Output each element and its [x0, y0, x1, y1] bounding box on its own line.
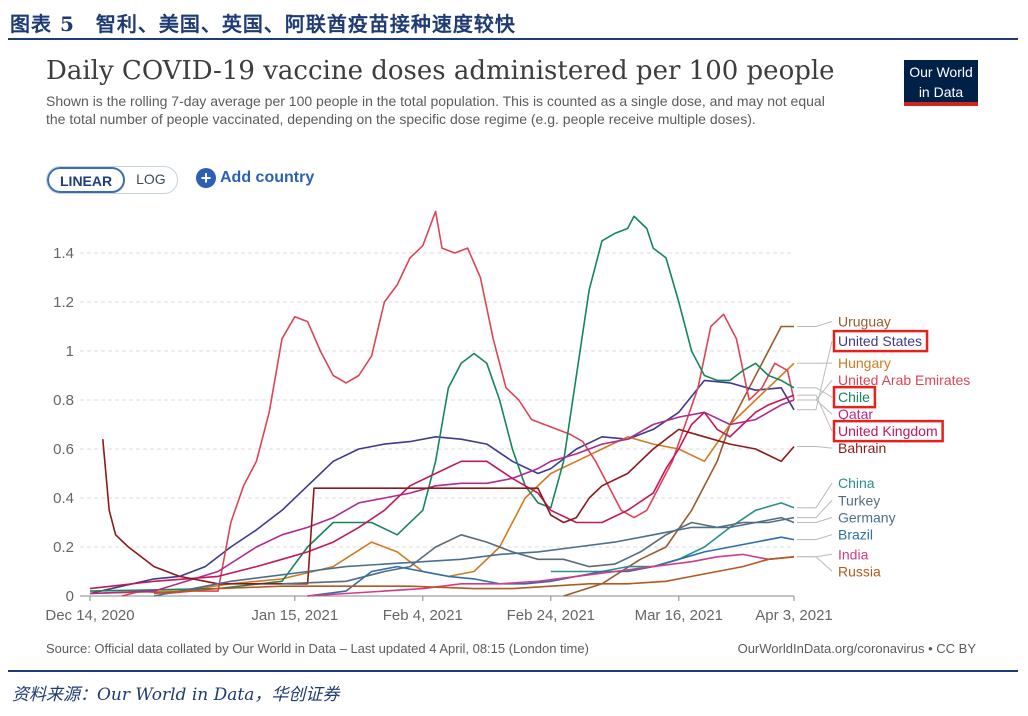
legend-leader — [797, 500, 833, 519]
y-tick-label: 0.8 — [53, 392, 74, 409]
line-chart: 0 0.2 0.4 0.6 0.8 1 1.2 1.4 Dec 14, 2020 Jan 15,… — [45, 210, 970, 624]
owid-chart-panel: Daily COVID-19 vaccine doses administere… — [8, 50, 1018, 670]
legend-label-qatar[interactable]: Qatar — [838, 406, 873, 422]
source-note: Source: Official data collated by Our Wo… — [46, 641, 589, 656]
series-lines — [89, 210, 795, 597]
series-line-hungary[interactable] — [89, 362, 795, 595]
legend-label-china[interactable]: China — [838, 475, 875, 491]
figure-title: 图表 5 智利、美国、英国、阿联酋疫苗接种速度较快 — [10, 12, 516, 36]
legend-leader — [797, 534, 833, 541]
y-tick-label: 1 — [66, 343, 74, 360]
footer-source: 资料来源：Our World in Data，华创证券 — [12, 685, 340, 705]
y-tick-label: 0 — [66, 588, 74, 605]
x-tick-label: Feb 24, 2021 — [507, 607, 595, 624]
legend-leader — [797, 340, 833, 411]
legend-leader — [797, 482, 833, 509]
owid-logo[interactable]: Our World in Data — [904, 60, 978, 106]
legend-leader — [797, 399, 833, 415]
legend-label-turkey[interactable]: Turkey — [838, 492, 880, 508]
legend-label-hungary[interactable]: Hungary — [838, 355, 891, 371]
x-tick-label: Jan 15, 2021 — [251, 607, 338, 624]
legend-label-united-kingdom[interactable]: United Kingdom — [838, 423, 938, 439]
legend-label-brazil[interactable]: Brazil — [838, 527, 873, 543]
legend-leader — [797, 446, 833, 449]
legend-label-bahrain[interactable]: Bahrain — [838, 440, 886, 456]
highlight-box — [832, 385, 877, 409]
credit-link[interactable]: OurWorldInData.org/coronavirus • CC BY — [737, 641, 976, 656]
y-tick-label: 0.6 — [53, 441, 74, 458]
owid-logo-line-2: in Data — [918, 84, 964, 100]
footer-rule — [8, 670, 1018, 672]
add-country-button[interactable]: + Add country — [196, 168, 314, 188]
series-line-bahrain[interactable] — [102, 428, 795, 585]
legend-label-germany[interactable]: Germany — [838, 510, 896, 526]
legend-label-united-arab-emirates[interactable]: United Arab Emirates — [838, 372, 970, 388]
scale-toggle: LINEAR LOG — [46, 166, 178, 194]
series-line-russia[interactable] — [153, 556, 795, 595]
series-line-chile[interactable] — [89, 215, 795, 592]
x-tick-label: Dec 14, 2020 — [45, 607, 134, 624]
x-axis: Dec 14, 2020 Jan 15, 2021 Feb 4, 2021 Feb 2… — [45, 596, 833, 624]
x-tick-label: Feb 4, 2021 — [383, 607, 463, 624]
series-line-united-kingdom[interactable] — [89, 394, 795, 590]
series-line-united-states[interactable] — [89, 379, 795, 595]
highlight-box — [832, 329, 929, 353]
series-line-qatar[interactable] — [89, 399, 795, 595]
legend-leader — [797, 321, 833, 327]
owid-logo-line-1: Our World — [909, 64, 973, 80]
plus-circle-icon: + — [196, 168, 216, 188]
legend-label-india[interactable]: India — [838, 546, 869, 562]
legend-label-uruguay[interactable]: Uruguay — [838, 314, 891, 330]
chart-title: Daily COVID-19 vaccine doses administere… — [46, 56, 835, 86]
legend-leader — [797, 556, 833, 572]
legend-leader — [797, 394, 833, 432]
y-axis: 0 0.2 0.4 0.6 0.8 1 1.2 1.4 — [53, 245, 74, 605]
legend-label-russia[interactable]: Russia — [838, 563, 881, 579]
log-scale-button[interactable]: LOG — [136, 171, 166, 187]
x-tick-label: Apr 3, 2021 — [755, 607, 833, 624]
figure-header: 图表 5 智利、美国、英国、阿联酋疫苗接种速度较快 — [8, 4, 1018, 40]
highlight-box — [832, 419, 944, 443]
series-line-united-arab-emirates[interactable] — [121, 210, 795, 597]
series-line-germany[interactable] — [153, 516, 795, 597]
y-tick-label: 1.4 — [53, 245, 74, 262]
x-tick-label: Mar 16, 2021 — [635, 607, 723, 624]
y-tick-label: 0.2 — [53, 539, 74, 556]
linear-scale-button[interactable]: LINEAR — [47, 167, 126, 193]
legend-leader — [797, 379, 833, 401]
y-tick-label: 1.2 — [53, 294, 74, 311]
legend-label-united-states[interactable]: United States — [838, 333, 922, 349]
legend-leader — [797, 387, 833, 398]
y-tick-label: 0.4 — [53, 490, 74, 507]
chart-subtitle: Shown is the rolling 7-day average per 1… — [46, 93, 825, 127]
add-country-label: Add country — [220, 169, 315, 186]
legend-leader — [797, 517, 833, 523]
legend-label-chile[interactable]: Chile — [838, 389, 870, 405]
series-line-brazil[interactable] — [307, 536, 795, 597]
gridlines — [80, 252, 794, 597]
series-line-india[interactable] — [307, 553, 795, 597]
